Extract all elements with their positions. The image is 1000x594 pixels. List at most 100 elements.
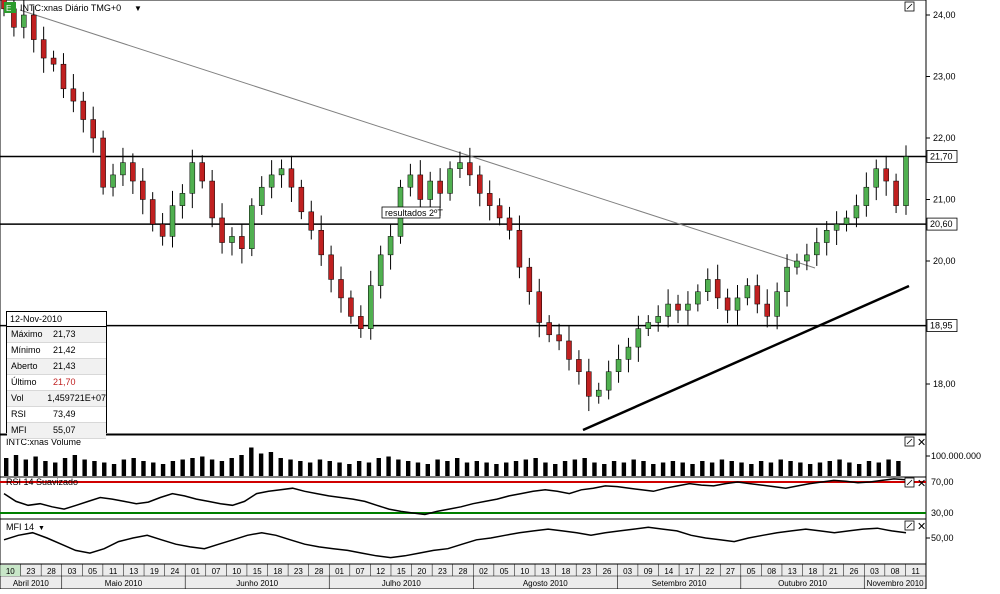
candle-body [645,322,652,329]
volume-bar [396,459,401,476]
volume-bar [111,464,117,476]
volume-bar [631,459,636,476]
candle-body [477,174,483,194]
day-label: 13 [788,567,797,576]
candle-body [705,279,711,293]
candle-body [258,186,265,206]
candle-body [90,119,96,139]
candle-body [685,303,691,311]
volume-bar [827,461,832,476]
month-label: Julho 2010 [382,579,422,588]
volume-bar [739,462,744,476]
info-box-row: Vol 1,459721E+07 [7,391,106,407]
candle-body [338,279,344,299]
candle-body [595,389,602,397]
mfi-panel-close-icon[interactable]: ✕ [917,521,926,533]
day-label: 07 [356,567,365,576]
volume-panel-minimize-icon[interactable] [904,436,915,447]
volume-bar [847,462,852,476]
price-tick-label: 23,00 [933,72,956,82]
volume-bar [180,459,185,476]
rsi-panel-close-icon[interactable]: ✕ [917,478,926,490]
candle-body [229,236,235,243]
volume-bar [758,461,764,476]
current-day-highlight [0,565,21,576]
volume-bar [886,459,891,476]
mfi-panel [0,518,927,565]
day-label: 03 [68,567,77,576]
volume-bar [425,464,430,476]
rsi-panel-minimize-icon[interactable] [904,477,915,488]
month-label: Agosto 2010 [523,579,568,588]
month-label: Abril 2010 [13,579,50,588]
info-box-label: MFI [11,425,27,435]
volume-bar [768,462,774,476]
volume-bar [72,455,78,476]
day-label: 15 [253,567,262,576]
time-axis-months: Abril 2010 Maio 2010 Junho 2010 Julho 2010 A… [0,576,924,589]
volume-bar [445,461,450,476]
mfi-dropdown-icon[interactable]: ▼ [38,525,45,532]
candle-body [100,137,106,188]
volume-bar [13,455,19,476]
level-label: 20,60 [930,219,953,229]
candle-body [536,291,543,323]
candle-body [219,217,225,243]
rsi-level-70: 70,00 [931,477,954,487]
candle-body [268,174,275,188]
day-label: 01 [191,567,200,576]
candle-body [120,162,126,176]
candle-body [278,168,285,176]
volume-bar [170,461,176,476]
volume-bar [356,461,362,476]
candle-body [179,193,186,206]
volume-bar [602,464,607,476]
candle-body [308,211,315,231]
info-box-label: Máximo [11,329,43,339]
volume-bar [455,458,460,476]
mfi-panel-minimize-icon[interactable] [904,520,915,531]
volume-bar [92,461,97,476]
day-label: 23 [582,567,591,576]
volume-bar [553,464,558,476]
day-label: 14 [664,567,673,576]
candle-body [486,193,493,206]
day-label: 01 [335,567,344,576]
candle-body [655,316,661,323]
volume-panel-close-icon[interactable]: ✕ [917,437,926,449]
day-label: 18 [561,567,570,576]
price-panel-close-icon[interactable] [904,1,915,12]
volume-bar [405,461,411,476]
day-label: 12 [376,567,385,576]
candle-body [556,334,562,342]
candle-body [298,186,305,213]
volume-bar [219,461,225,476]
volume-bar [415,462,421,476]
day-label: 10 [520,567,529,576]
volume-bar [660,462,666,476]
month-label: Maio 2010 [105,579,143,588]
candle-body [903,156,909,206]
candle-body [288,168,295,188]
info-box-row: Mínimo 21,42 [7,343,106,359]
candle-body [873,168,880,188]
panel-icon[interactable] [4,2,16,13]
volume-bar [680,462,685,476]
price-tick-label: 18,00 [933,379,956,389]
volume-bar [435,459,440,476]
candle-body [893,180,899,206]
candle-body [843,217,850,225]
volume-panel [0,434,927,478]
day-label: 09 [644,567,653,576]
day-label: 18 [808,567,817,576]
candle-body [457,162,463,170]
day-label: 24 [170,567,179,576]
title-dropdown-icon[interactable]: ▼ [134,4,142,13]
candle-body [140,180,146,200]
candle-body [80,100,87,120]
earnings-annotation-box [381,206,441,219]
candle-body [40,39,47,59]
candle-body [149,199,156,225]
